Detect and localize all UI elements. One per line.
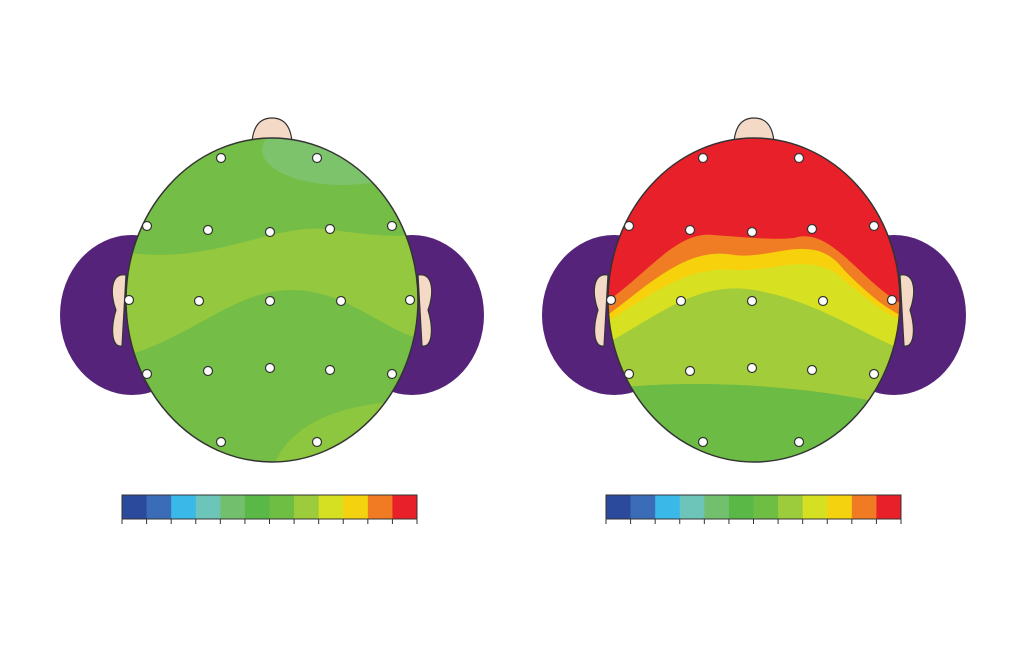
colorbar-segment (244, 495, 270, 519)
colorbar-segment (655, 495, 681, 519)
colorbar-left (121, 494, 418, 524)
colorbar-segment (630, 495, 656, 519)
colorbar-segment (753, 495, 779, 519)
colorbar-segment (171, 495, 197, 519)
colorbar-segment (269, 495, 295, 519)
colorbar-segment (606, 495, 632, 519)
head-map-left (59, 117, 485, 463)
colorbar-segment (778, 495, 804, 519)
colorbar-segment (728, 495, 754, 519)
colorbar-segment (851, 495, 877, 519)
colorbar-segment (704, 495, 730, 519)
colorbar-segment (827, 495, 853, 519)
colorbar-segment (343, 495, 369, 519)
head-map-right (541, 117, 967, 463)
colorbar-segment (294, 495, 320, 519)
colorbar-segment (802, 495, 828, 519)
colorbar-right (605, 494, 902, 524)
colorbar-segment (318, 495, 344, 519)
colorbar-segment (367, 495, 393, 519)
colorbar-segment (876, 495, 902, 519)
colorbar-segment (195, 495, 221, 519)
colorbar-segment (146, 495, 172, 519)
colorbar-segment (122, 495, 148, 519)
colorbar-segment (679, 495, 705, 519)
colorbar-segment (392, 495, 418, 519)
colorbar-segment (220, 495, 246, 519)
